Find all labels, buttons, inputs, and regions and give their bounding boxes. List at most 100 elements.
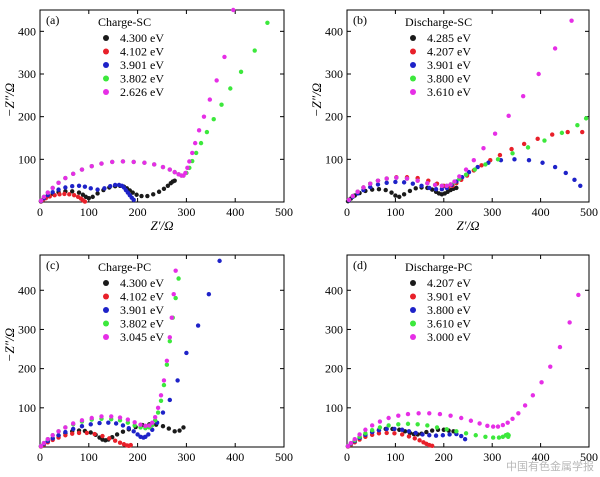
data-point (195, 323, 201, 328)
x-axis-title: Z′/Ω (150, 218, 173, 233)
legend-entry: 3.800 eV (427, 303, 471, 317)
data-point (71, 192, 77, 198)
data-point (576, 292, 581, 298)
data-point (135, 432, 140, 437)
data-point (63, 425, 68, 430)
data-point (452, 179, 457, 184)
data-point (490, 435, 496, 440)
data-point (169, 315, 174, 320)
data-point (79, 167, 85, 172)
data-point (416, 411, 421, 416)
data-point (496, 435, 502, 440)
data-point (361, 185, 366, 190)
data-point (63, 185, 68, 190)
data-point (41, 194, 47, 200)
data-point (79, 418, 85, 423)
data-point (567, 320, 572, 325)
data-point (206, 291, 212, 297)
plot-frame (346, 254, 590, 448)
x-tick-label: 300 (483, 450, 501, 464)
y-tick-label: 300 (18, 67, 36, 81)
data-point (102, 186, 107, 191)
data-point (41, 440, 47, 446)
plot-frame (39, 9, 285, 203)
data-point (413, 186, 418, 191)
data-point (386, 415, 391, 421)
data-point (120, 429, 126, 434)
data-point (410, 181, 416, 186)
data-point (427, 185, 432, 191)
data-point (70, 171, 76, 177)
data-point (152, 415, 158, 420)
data-point (399, 427, 405, 432)
data-point (187, 159, 192, 164)
data-point (479, 163, 484, 168)
legend-entry: 4.102 eV (120, 290, 164, 304)
data-point (88, 186, 93, 191)
data-point (424, 429, 429, 435)
data-point (516, 411, 521, 416)
x-tick-label: 300 (177, 205, 195, 219)
data-point (509, 146, 514, 152)
data-point (89, 415, 94, 421)
data-point (95, 187, 100, 192)
data-point (222, 54, 227, 60)
series-0 (38, 422, 186, 449)
data-point (90, 194, 95, 200)
data-point (399, 432, 405, 437)
legend-entry: 3.610 eV (427, 85, 471, 99)
data-point (161, 382, 167, 388)
y-tick-label: 100 (325, 152, 343, 166)
data-point (495, 424, 501, 429)
data-point (350, 193, 356, 199)
data-point (552, 164, 558, 170)
data-point (156, 189, 162, 194)
data-point (125, 420, 131, 425)
data-point (155, 410, 161, 415)
data-point (540, 160, 545, 165)
data-point (181, 425, 186, 430)
legend-marker (103, 280, 109, 286)
data-point (348, 440, 354, 446)
data-point (109, 414, 114, 419)
data-point (67, 192, 72, 197)
data-point (404, 176, 410, 181)
y-tick-label: 300 (325, 322, 343, 336)
legend-entry: 4.300 eV (120, 31, 164, 45)
data-point (175, 378, 180, 383)
data-point (88, 430, 93, 435)
data-point (167, 167, 173, 172)
data-point (500, 422, 506, 428)
data-point (252, 48, 257, 53)
data-point (161, 186, 167, 191)
data-point (108, 184, 113, 189)
data-point (160, 164, 166, 170)
data-point (164, 358, 170, 363)
data-point (357, 432, 362, 437)
legend-marker (410, 62, 416, 68)
data-point (377, 419, 383, 424)
data-point (407, 188, 413, 194)
data-point (70, 189, 75, 194)
data-point (150, 420, 155, 425)
data-point (76, 430, 82, 436)
legend-entry: 3.901 eV (120, 303, 164, 317)
data-point (383, 187, 388, 193)
data-point (346, 197, 352, 203)
data-point (505, 434, 511, 440)
data-point (457, 174, 462, 179)
x-tick-label: 400 (226, 205, 244, 219)
x-tick-label: 0 (37, 450, 43, 464)
data-point (396, 413, 401, 418)
legend-marker (103, 62, 109, 68)
legend-marker (103, 35, 109, 41)
data-point (132, 420, 137, 425)
data-point (114, 432, 120, 437)
data-point (485, 423, 490, 429)
series-1 (346, 129, 585, 203)
data-point (427, 411, 432, 416)
legend-marker (103, 48, 109, 55)
data-point (432, 182, 438, 188)
data-point (419, 183, 424, 188)
legend-entry: 3.045 eV (120, 330, 164, 344)
